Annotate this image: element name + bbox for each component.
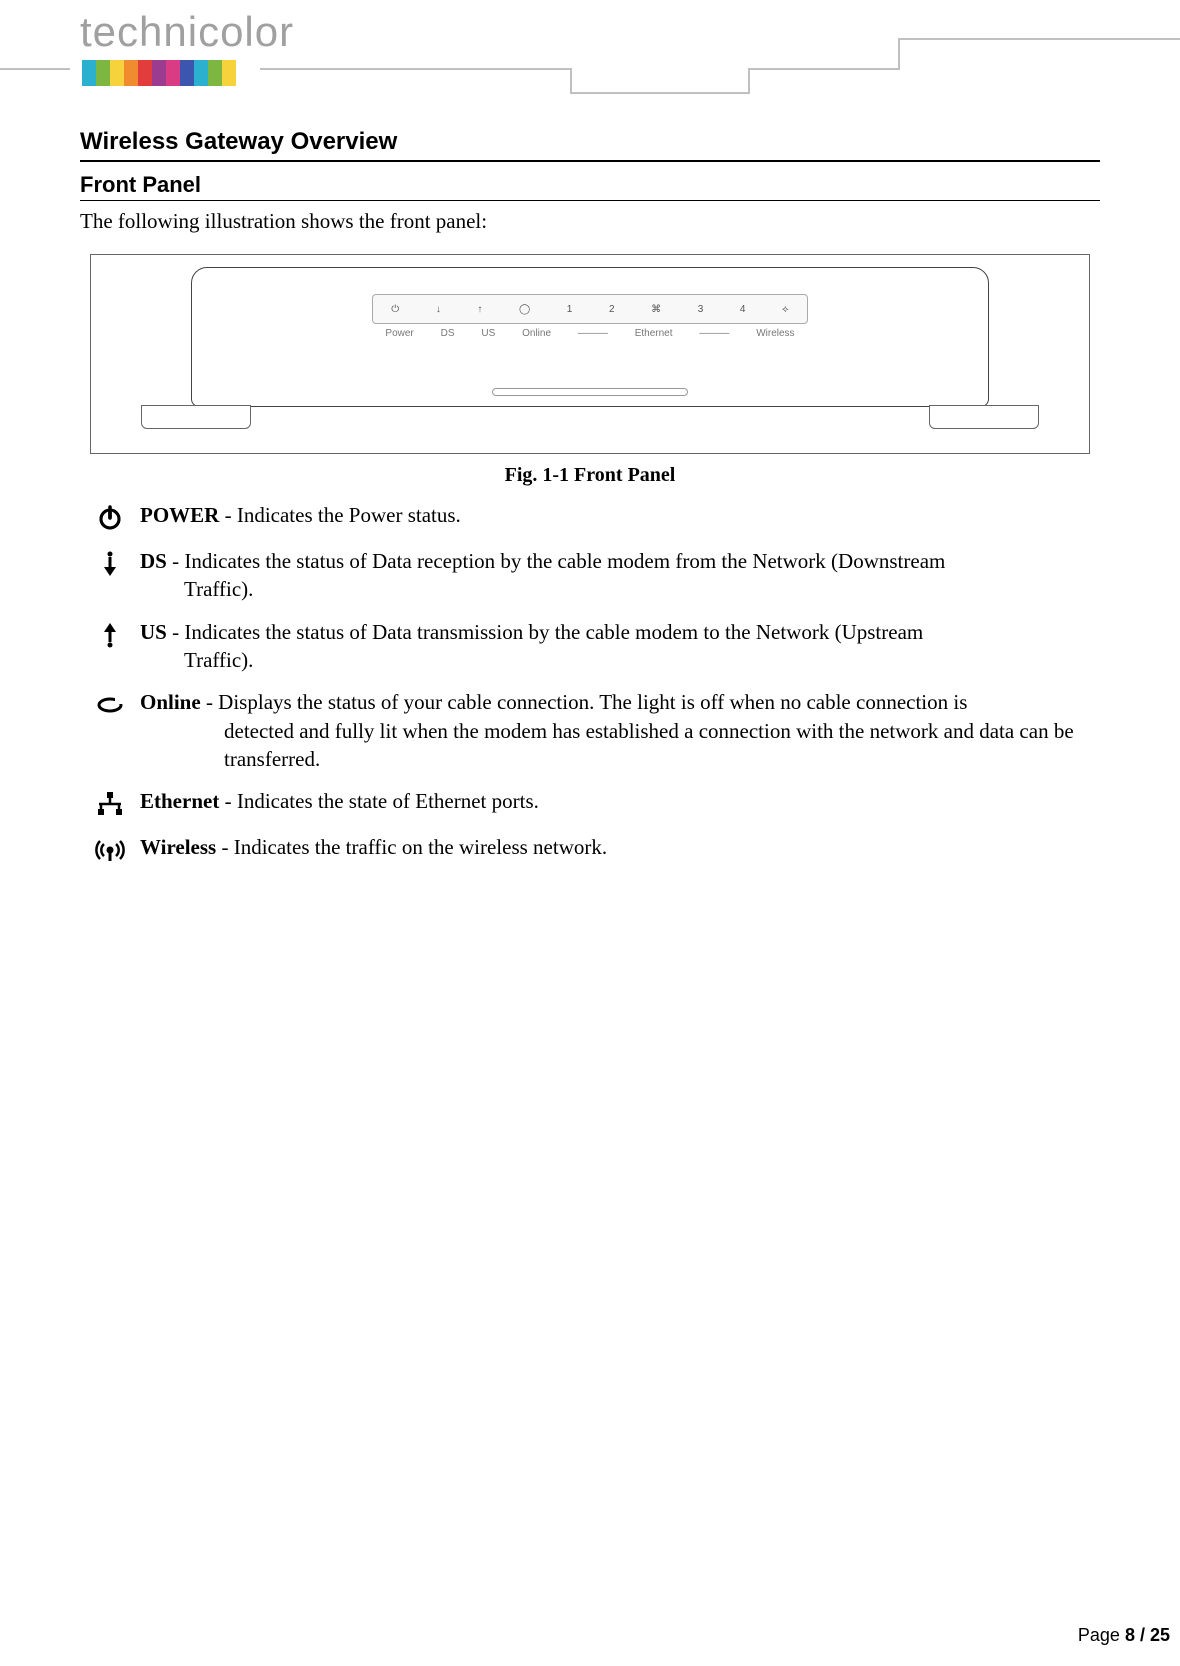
indicator-desc: - Indicates the status of Data reception…: [167, 549, 946, 573]
led-labels: PowerDSUSOnline———Ethernet———Wireless: [372, 328, 808, 339]
logo-text: technicolor: [80, 8, 1180, 56]
indicator-icon-cell: [80, 833, 140, 865]
heading-front-panel: Front Panel: [80, 172, 1100, 201]
down-arrow-icon: [95, 549, 125, 579]
indicator-label: POWER: [140, 503, 219, 527]
indicator-text: DS - Indicates the status of Data recept…: [140, 547, 1100, 604]
page-header: technicolor: [0, 0, 1180, 100]
intro-text: The following illustration shows the fro…: [80, 209, 1100, 234]
figure-caption: Fig. 1-1 Front Panel: [80, 464, 1100, 487]
indicator-label: Ethernet: [140, 789, 219, 813]
indicator-row: Wireless - Indicates the traffic on the …: [80, 833, 1100, 865]
page-footer: Page 8 / 25: [1078, 1625, 1170, 1646]
indicator-text: Online - Displays the status of your cab…: [140, 688, 1100, 773]
footer-total: 25: [1150, 1625, 1170, 1645]
device-illustration: ⏻↓↑◯12⌘34⟡ PowerDSUSOnline———Ethernet———…: [131, 267, 1049, 439]
indicator-row: Online - Displays the status of your cab…: [80, 688, 1100, 773]
up-arrow-icon: [95, 620, 125, 650]
online-icon: [95, 690, 125, 720]
indicator-desc: - Indicates the traffic on the wireless …: [216, 835, 607, 859]
indicator-icon-cell: [80, 501, 140, 533]
indicator-icon-cell: [80, 787, 140, 819]
indicator-text: Ethernet - Indicates the state of Ethern…: [140, 787, 1100, 815]
indicator-text: POWER - Indicates the Power status.: [140, 501, 1100, 529]
wireless-icon: [95, 835, 125, 865]
front-panel-figure: ⏻↓↑◯12⌘34⟡ PowerDSUSOnline———Ethernet———…: [90, 254, 1090, 454]
indicator-icon-cell: [80, 618, 140, 650]
indicator-row: DS - Indicates the status of Data recept…: [80, 547, 1100, 604]
page-content: Wireless Gateway Overview Front Panel Th…: [0, 128, 1180, 865]
indicator-desc: - Indicates the Power status.: [219, 503, 460, 527]
indicator-row: Ethernet - Indicates the state of Ethern…: [80, 787, 1100, 819]
footer-prefix: Page: [1078, 1625, 1125, 1645]
indicator-text: Wireless - Indicates the traffic on the …: [140, 833, 1100, 861]
indicator-icon-cell: [80, 547, 140, 579]
indicator-desc-cont: detected and fully lit when the modem ha…: [140, 717, 1100, 774]
indicator-desc-cont: Traffic).: [140, 646, 1100, 674]
indicator-label: DS: [140, 549, 167, 573]
indicator-text: US - Indicates the status of Data transm…: [140, 618, 1100, 675]
indicator-desc: - Displays the status of your cable conn…: [201, 690, 968, 714]
footer-current: 8: [1125, 1625, 1135, 1645]
indicator-icon-cell: [80, 688, 140, 720]
indicator-label: Online: [140, 690, 201, 714]
heading-overview: Wireless Gateway Overview: [80, 128, 1100, 162]
led-slot: ⏻↓↑◯12⌘34⟡: [372, 294, 808, 324]
indicator-label: US: [140, 620, 167, 644]
header-rule-lines: [0, 68, 1180, 100]
power-icon: [95, 503, 125, 533]
indicator-list: POWER - Indicates the Power status. DS - …: [80, 501, 1100, 865]
indicator-desc: - Indicates the state of Ethernet ports.: [219, 789, 539, 813]
indicator-label: Wireless: [140, 835, 216, 859]
indicator-row: POWER - Indicates the Power status.: [80, 501, 1100, 533]
footer-sep: /: [1135, 1625, 1150, 1645]
indicator-row: US - Indicates the status of Data transm…: [80, 618, 1100, 675]
ethernet-icon: [95, 789, 125, 819]
indicator-desc: - Indicates the status of Data transmiss…: [167, 620, 923, 644]
indicator-desc-cont: Traffic).: [140, 575, 1100, 603]
